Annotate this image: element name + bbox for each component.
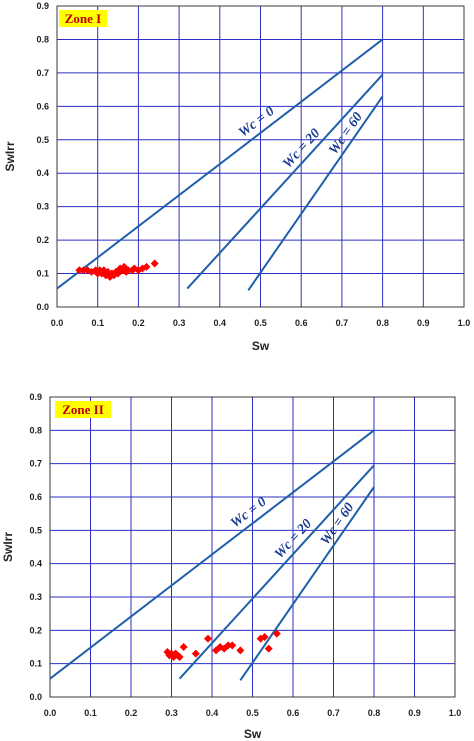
plot-frame	[56, 5, 465, 308]
x-tick-label: 0.3	[165, 708, 178, 718]
x-tick-label: 0.7	[336, 318, 349, 328]
x-tick-label: 0.0	[51, 318, 64, 328]
data-point	[79, 266, 88, 275]
y-tick-label: 0.4	[36, 168, 49, 178]
y-tick-label: 0.3	[36, 202, 49, 212]
chart-panel-1: 0.0 0.1 0.2 0.3 0.4 0.5 0.6 0.7 0.8 0.9 1.0 0.0 0.1 0…	[3, 1, 470, 353]
data-point	[179, 643, 188, 651]
reference-line	[49, 429, 375, 680]
y-tick-label: 0.9	[36, 1, 49, 11]
x-tick-label: 1.0	[458, 318, 471, 328]
x-tick-label: 0.4	[214, 318, 227, 328]
chart-panel-2: 0.0 0.1 0.2 0.3 0.4 0.5 0.6 0.7 0.8 0.9 1.0 0.0 0.1 0…	[1, 392, 461, 741]
y-tick-label: 0.5	[29, 525, 42, 535]
y-tick-label: 0.2	[29, 625, 42, 635]
x-tick-label: 0.2	[132, 318, 145, 328]
y-tick-label: 0.8	[36, 34, 49, 44]
y-tick-label: 0.3	[29, 592, 42, 602]
data-point	[175, 653, 184, 661]
x-tick-label: 0.6	[295, 318, 308, 328]
zone-label: Zone II	[62, 402, 104, 417]
y-tick-label: 0.8	[29, 425, 42, 435]
zone-label: Zone I	[65, 11, 101, 26]
x-tick-label: 0.8	[368, 708, 381, 718]
y-tick-label: 0.1	[29, 659, 42, 669]
data-point	[191, 649, 200, 658]
data-point	[150, 259, 159, 268]
reference-line	[186, 73, 384, 290]
data-point	[75, 266, 84, 275]
zone-label-background	[59, 10, 107, 27]
reference-line	[239, 486, 375, 681]
x-tick-label: 0.5	[246, 708, 259, 718]
y-tick-label: 0.0	[29, 692, 42, 702]
data-point	[272, 629, 281, 638]
reference-line	[247, 95, 384, 291]
x-tick-label: 0.9	[417, 318, 430, 328]
y-tick-label: 0.7	[36, 68, 49, 78]
data-point	[124, 266, 133, 275]
x-axis-label: Sw	[244, 727, 262, 741]
x-tick-label: 0.0	[44, 708, 57, 718]
data-point	[236, 646, 245, 655]
y-tick-label: 0.6	[36, 101, 49, 111]
x-tick-label: 0.1	[84, 708, 97, 718]
zone-label-background	[55, 401, 111, 418]
y-tick-label: 0.7	[29, 459, 42, 469]
reference-line	[178, 464, 375, 680]
data-point	[224, 641, 233, 650]
y-tick-label: 0.9	[29, 392, 42, 402]
y-axis-label: SwIrr	[3, 141, 17, 171]
x-tick-label: 0.9	[408, 708, 421, 718]
y-tick-label: 0.0	[36, 302, 49, 312]
y-axis-label: SwIrr	[1, 532, 15, 562]
reference-line	[56, 38, 384, 290]
data-point	[264, 644, 273, 653]
data-point	[260, 633, 269, 641]
x-tick-label: 0.6	[287, 708, 300, 718]
data-point	[203, 634, 212, 643]
x-tick-label: 0.4	[206, 708, 219, 718]
x-axis-label: Sw	[252, 339, 270, 353]
x-tick-label: 0.8	[376, 318, 389, 328]
data-point	[142, 262, 151, 271]
y-tick-label: 0.5	[36, 135, 49, 145]
plot-frame	[49, 396, 456, 698]
x-tick-label: 0.3	[173, 318, 186, 328]
y-tick-label: 0.1	[36, 269, 49, 279]
y-tick-label: 0.6	[29, 492, 42, 502]
x-tick-label: 0.1	[91, 318, 104, 328]
reference-line-label: Wc = 20	[272, 517, 315, 562]
x-tick-label: 1.0	[449, 708, 462, 718]
x-tick-label: 0.5	[254, 318, 267, 328]
data-point	[228, 641, 237, 650]
y-tick-label: 0.4	[29, 559, 42, 569]
reference-line-label: Wc = 20	[280, 126, 323, 171]
y-tick-label: 0.2	[36, 235, 49, 245]
x-tick-label: 0.7	[327, 708, 340, 718]
x-tick-label: 0.2	[125, 708, 138, 718]
